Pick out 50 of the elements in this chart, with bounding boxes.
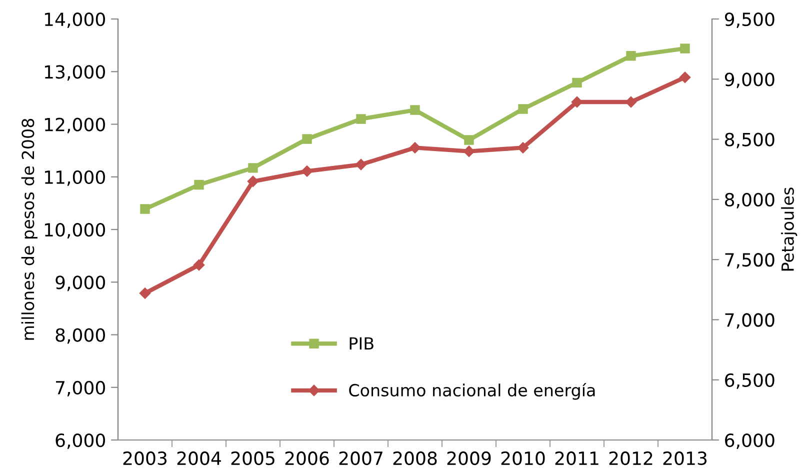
y2-tick-label: 8,500 (725, 132, 774, 148)
x-tick-label: 2008 (393, 451, 437, 466)
legend-label: PIB (350, 337, 374, 350)
x-tick-label: 2004 (177, 451, 221, 466)
y2-tick-label: 7,000 (725, 313, 774, 329)
point (679, 72, 691, 83)
y2-tick-label: 9,000 (724, 72, 774, 88)
y-tick-label: 6,000 (56, 433, 105, 449)
y-tick-label: 12,000 (45, 118, 105, 134)
y-tick-label: 7,000 (56, 380, 105, 396)
x-tick-label: 2012 (609, 451, 652, 466)
point (356, 114, 366, 124)
x-tick-label: 2007 (339, 451, 382, 466)
y-tick-label: 14,000 (45, 12, 105, 28)
point (140, 204, 150, 214)
y2-tick-label: 6,000 (725, 433, 774, 449)
point (355, 158, 367, 170)
y2-tick-label: 9,500 (724, 12, 774, 28)
y-tick-label: 13,000 (45, 65, 105, 81)
x-tick-label: 2013 (663, 451, 707, 466)
point (194, 180, 204, 190)
y-tick-label: 8,000 (56, 328, 105, 344)
point (247, 176, 259, 187)
y2-tick-label: 8,000 (725, 192, 774, 208)
point (139, 288, 151, 299)
point (518, 104, 528, 114)
x-tick-label: 2006 (285, 451, 329, 466)
x-tick-label: 2011 (555, 451, 598, 466)
y-tick-label: 11,000 (45, 170, 105, 186)
y2-tick-label: 7,500 (725, 253, 774, 269)
y-tick-label: 10,000 (45, 222, 105, 238)
legend-label: Consumo nacional de energía (349, 382, 595, 400)
point (572, 78, 582, 88)
point (302, 134, 312, 144)
x-tick-label: 2003 (123, 451, 167, 466)
x-tick-label: 2010 (501, 451, 545, 466)
x-tick-label: 2009 (447, 451, 491, 466)
y2-axis-title: Petajoules (781, 188, 798, 271)
point (463, 146, 475, 157)
point (410, 105, 420, 115)
y-tick-label: 9,000 (56, 276, 105, 292)
y-axis-title: millones de pesos de 2008 (21, 118, 38, 340)
point (626, 50, 636, 61)
point (248, 163, 258, 173)
point (193, 259, 205, 271)
point (464, 135, 474, 145)
point (301, 166, 313, 177)
point (680, 44, 690, 54)
x-tick-label: 2005 (231, 451, 274, 466)
y2-tick-label: 6,500 (725, 373, 774, 389)
